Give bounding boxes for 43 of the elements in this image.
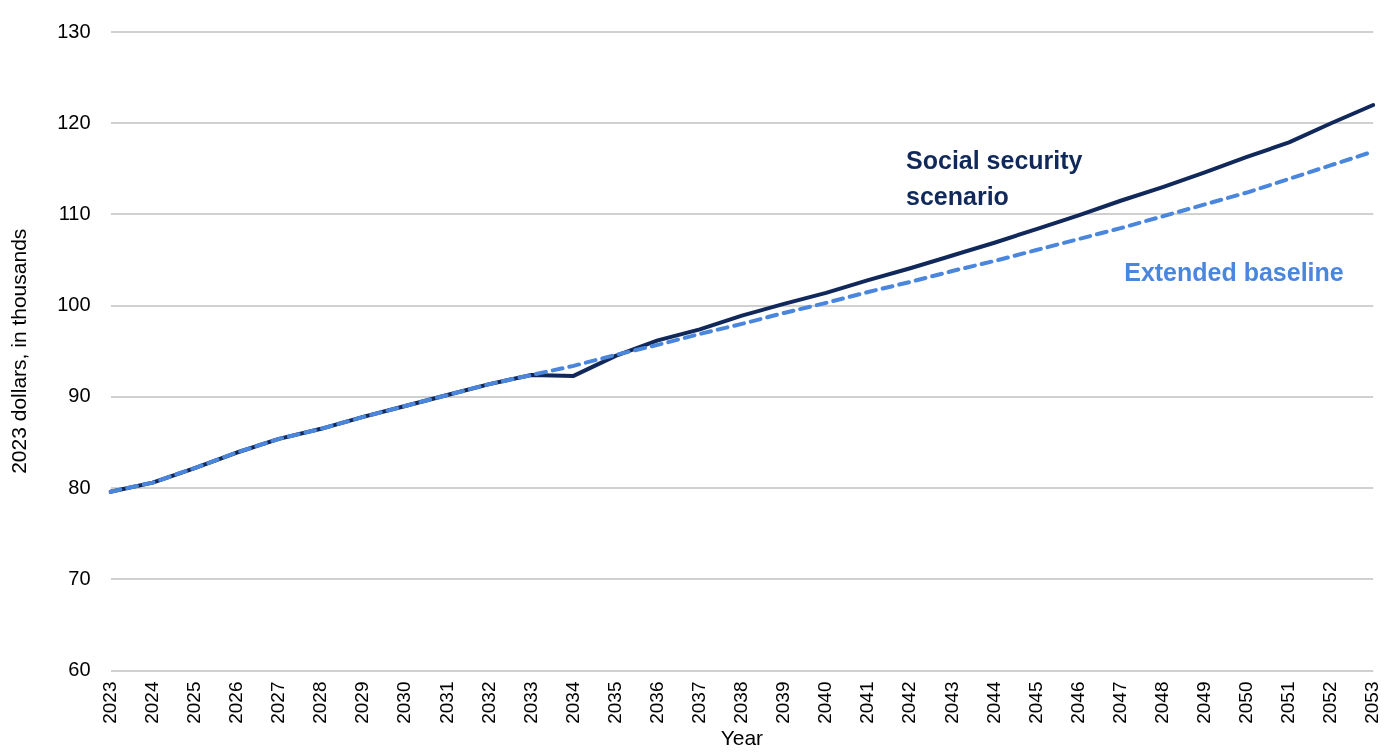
x-tick-label: 2030 bbox=[393, 681, 415, 724]
x-tick-label: 2050 bbox=[1235, 681, 1257, 724]
x-tick-label: 2038 bbox=[730, 681, 752, 724]
y-tick-label: 110 bbox=[58, 201, 91, 224]
x-tick-label: 2024 bbox=[140, 681, 162, 724]
y-axis-title: 2023 dollars, in thousands bbox=[7, 228, 31, 474]
x-tick-label: 2045 bbox=[1024, 681, 1046, 724]
x-tick-label: 2028 bbox=[309, 681, 331, 724]
y-tick-label: 60 bbox=[68, 658, 91, 681]
x-tick-label: 2032 bbox=[477, 681, 499, 724]
x-tick-label: 2029 bbox=[351, 681, 373, 724]
x-tick-label: 2049 bbox=[1193, 681, 1215, 724]
y-tick-label: 70 bbox=[68, 566, 91, 589]
x-tick-label: 2033 bbox=[519, 681, 541, 724]
x-tick-label: 2027 bbox=[267, 681, 289, 724]
x-tick-label: 2037 bbox=[688, 681, 710, 724]
x-tick-label: 2042 bbox=[898, 681, 920, 724]
x-axis-title: Year bbox=[720, 726, 764, 750]
x-tick-label: 2034 bbox=[561, 681, 583, 724]
x-tick-label: 2026 bbox=[225, 681, 247, 724]
y-tick-label: 100 bbox=[57, 293, 91, 316]
series-label: Social security scenario bbox=[906, 145, 1083, 210]
x-tick-label: 2052 bbox=[1319, 681, 1341, 724]
y-tick-label: 90 bbox=[68, 384, 91, 407]
x-tick-label: 2053 bbox=[1361, 681, 1383, 724]
series-label: Extended baseline bbox=[1124, 257, 1344, 286]
x-tick-label: 2051 bbox=[1277, 681, 1299, 724]
x-tick-label: 2048 bbox=[1151, 681, 1172, 724]
x-tick-label: 2046 bbox=[1066, 681, 1088, 724]
y-tick-label: 120 bbox=[57, 110, 91, 133]
x-tick-label: 2044 bbox=[982, 681, 1004, 724]
x-tick-label: 2047 bbox=[1108, 681, 1130, 724]
x-tick-label: 2043 bbox=[940, 681, 962, 724]
x-tick-label: 2023 bbox=[98, 681, 120, 724]
x-tick-label: 2041 bbox=[856, 681, 878, 724]
y-tick-label: 130 bbox=[57, 19, 91, 42]
x-tick-label: 2031 bbox=[435, 681, 457, 724]
x-tick-label: 2039 bbox=[772, 681, 794, 724]
y-tick-label: 80 bbox=[68, 475, 91, 498]
x-tick-label: 2035 bbox=[603, 681, 625, 724]
x-tick-label: 2040 bbox=[814, 681, 836, 724]
x-tick-label: 2025 bbox=[182, 681, 204, 724]
x-tick-label: 2036 bbox=[645, 681, 667, 724]
